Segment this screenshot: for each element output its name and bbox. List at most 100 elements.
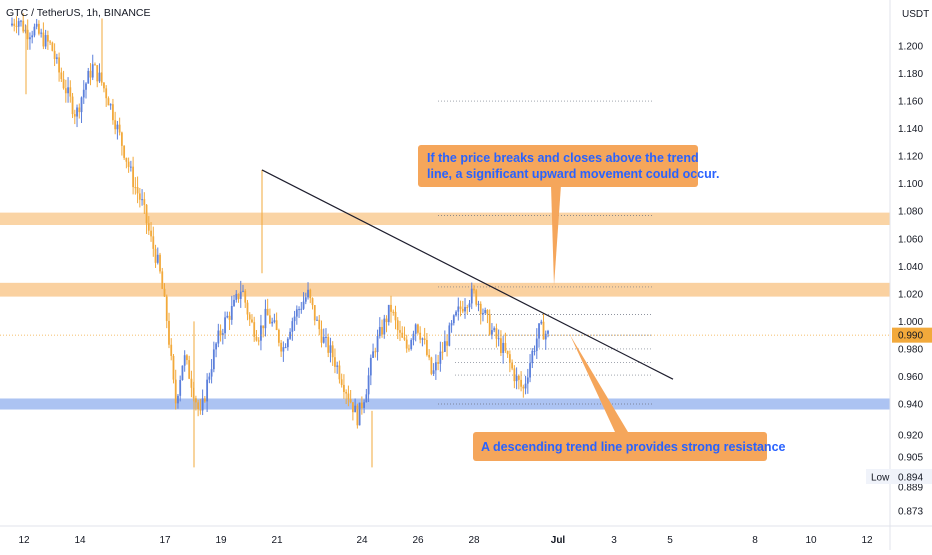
candle-body [15, 25, 18, 27]
price-tick-label: 1.080 [898, 207, 923, 218]
price-tick-label: 1.020 [898, 289, 923, 300]
candle-body [242, 290, 244, 292]
candle-body [443, 341, 446, 352]
candle-body [327, 336, 330, 353]
candle-body [423, 338, 426, 341]
candle-body [91, 64, 94, 78]
candle-body [517, 375, 520, 380]
candle-body [85, 83, 87, 90]
candle-body [116, 124, 119, 130]
price-tick-label: 1.000 [898, 317, 923, 328]
time-tick-label: 24 [356, 535, 368, 546]
candle-body [55, 57, 58, 59]
candle-body [345, 391, 348, 394]
time-tick-label: 19 [215, 535, 227, 546]
candle-body [320, 329, 323, 343]
candle-body [24, 29, 27, 32]
candle-body [482, 312, 484, 315]
candle-body [430, 357, 433, 374]
time-axis[interactable]: 12 14 17 19 21 24 26 28 Jul 3 5 8 10 12 [18, 535, 873, 546]
candle-body [237, 293, 240, 299]
candle-body [271, 321, 274, 324]
candle-body [428, 354, 431, 358]
candle-body [219, 330, 222, 336]
candle-body [289, 331, 291, 339]
candle-body [78, 107, 81, 113]
candle-body [459, 306, 462, 309]
low-value: 0.894 [898, 473, 923, 484]
candle-body [177, 395, 179, 404]
candle-body [414, 324, 417, 334]
candle-body [329, 345, 332, 353]
candle-body [186, 355, 188, 361]
candle-body [513, 368, 516, 382]
candle-body [76, 107, 78, 117]
price-tick-label: 0.960 [898, 372, 923, 383]
candle-body [511, 362, 514, 369]
candle-body [208, 376, 211, 380]
price-tick-label: 1.120 [898, 152, 923, 163]
candle-body [11, 23, 13, 26]
candle-body [354, 405, 357, 413]
candle-body [408, 348, 410, 350]
candle-body [112, 104, 114, 121]
candle-body [367, 375, 370, 395]
candle-body [96, 65, 99, 82]
current-price-badge-bg [892, 327, 932, 343]
candle-body [103, 82, 105, 89]
candle-body [425, 340, 428, 355]
price-tick-label: 0.980 [898, 344, 923, 355]
candle-body [221, 333, 224, 336]
candle-body [277, 330, 280, 343]
candle-body [127, 161, 130, 167]
candle-body [244, 290, 247, 303]
candle-body [500, 338, 502, 353]
top-callout-box [418, 145, 698, 187]
candle-body [210, 369, 213, 377]
symbol-title: GTC / TetherUS, 1h, BINANCE [6, 7, 151, 19]
candle-body [506, 350, 509, 355]
time-tick-label: 12 [18, 535, 30, 546]
candle-body [53, 50, 56, 59]
zone-2 [0, 282, 890, 297]
candle-body [322, 336, 325, 343]
candle-body [80, 97, 83, 113]
price-tick-label: 0.905 [898, 453, 923, 464]
candle-body [392, 311, 395, 313]
candle-body [165, 296, 168, 321]
candle-body [470, 288, 473, 304]
candle-body [477, 303, 480, 305]
price-axis[interactable]: 1.200 1.180 1.160 1.140 1.120 1.100 1.080 1.060… [898, 42, 923, 518]
candle-body [372, 351, 374, 358]
candle-body [257, 340, 260, 342]
bottom-callout: A descending trend line provides strong … [473, 432, 786, 461]
candle-body [387, 304, 390, 323]
price-tick-label: 0.889 [898, 483, 923, 494]
candle-body [217, 330, 220, 344]
candle-body [403, 337, 406, 340]
candle-body [340, 379, 343, 385]
candle-body [369, 357, 372, 376]
candle-body [538, 323, 540, 339]
candle-body [486, 310, 489, 315]
candle-body [22, 20, 25, 32]
candle-body [468, 303, 471, 308]
time-tick-label: 26 [412, 535, 424, 546]
candle-body [114, 120, 117, 130]
candle-body [385, 318, 388, 323]
candle-body [73, 114, 76, 117]
candle-body [132, 166, 135, 188]
candle-body [150, 230, 152, 237]
candle-body [412, 333, 415, 340]
candle-body [260, 325, 262, 341]
candle-body [87, 70, 90, 84]
candle-body [94, 64, 96, 66]
candle-body [508, 354, 511, 363]
candle-body [174, 379, 177, 404]
candle-body [58, 57, 60, 73]
candle-body [313, 305, 316, 321]
candle-body [100, 72, 103, 83]
candle-body [526, 377, 529, 384]
